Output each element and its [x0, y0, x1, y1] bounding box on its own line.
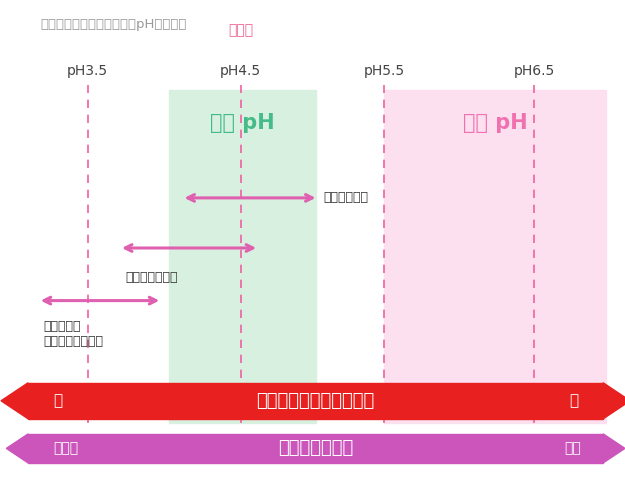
- Text: インバストリートメントとpHの関係図: インバストリートメントとpHの関係図: [41, 18, 187, 31]
- Polygon shape: [603, 434, 625, 463]
- Text: 一般的な製品: 一般的な製品: [323, 191, 368, 204]
- Text: pH5.5: pH5.5: [364, 64, 405, 78]
- Bar: [169, 90, 316, 423]
- Text: 閉じる: 閉じる: [53, 441, 78, 455]
- Text: キューティクル: キューティクル: [278, 439, 353, 457]
- Bar: [28, 383, 603, 419]
- Text: コンディショニング効果: コンディショニング効果: [256, 392, 375, 410]
- Polygon shape: [6, 434, 28, 463]
- Text: pH3.5: pH3.5: [67, 64, 108, 78]
- Text: 髪の pH: 髪の pH: [210, 113, 274, 133]
- Text: 高品質系の
スペシャルケア品: 高品質系の スペシャルケア品: [44, 320, 104, 348]
- Text: 開く: 開く: [564, 441, 581, 455]
- Text: 弱酸性: 弱酸性: [228, 24, 253, 38]
- Polygon shape: [603, 383, 625, 419]
- Text: 高: 高: [53, 393, 63, 408]
- Text: pH6.5: pH6.5: [514, 64, 555, 78]
- Text: 高品質系の製品: 高品質系の製品: [125, 271, 177, 284]
- Text: pH4.5: pH4.5: [220, 64, 261, 78]
- Bar: [384, 90, 606, 423]
- Text: 肌の pH: 肌の pH: [463, 113, 528, 133]
- Text: 低: 低: [569, 393, 578, 408]
- Polygon shape: [1, 383, 28, 419]
- Bar: [28, 434, 603, 463]
